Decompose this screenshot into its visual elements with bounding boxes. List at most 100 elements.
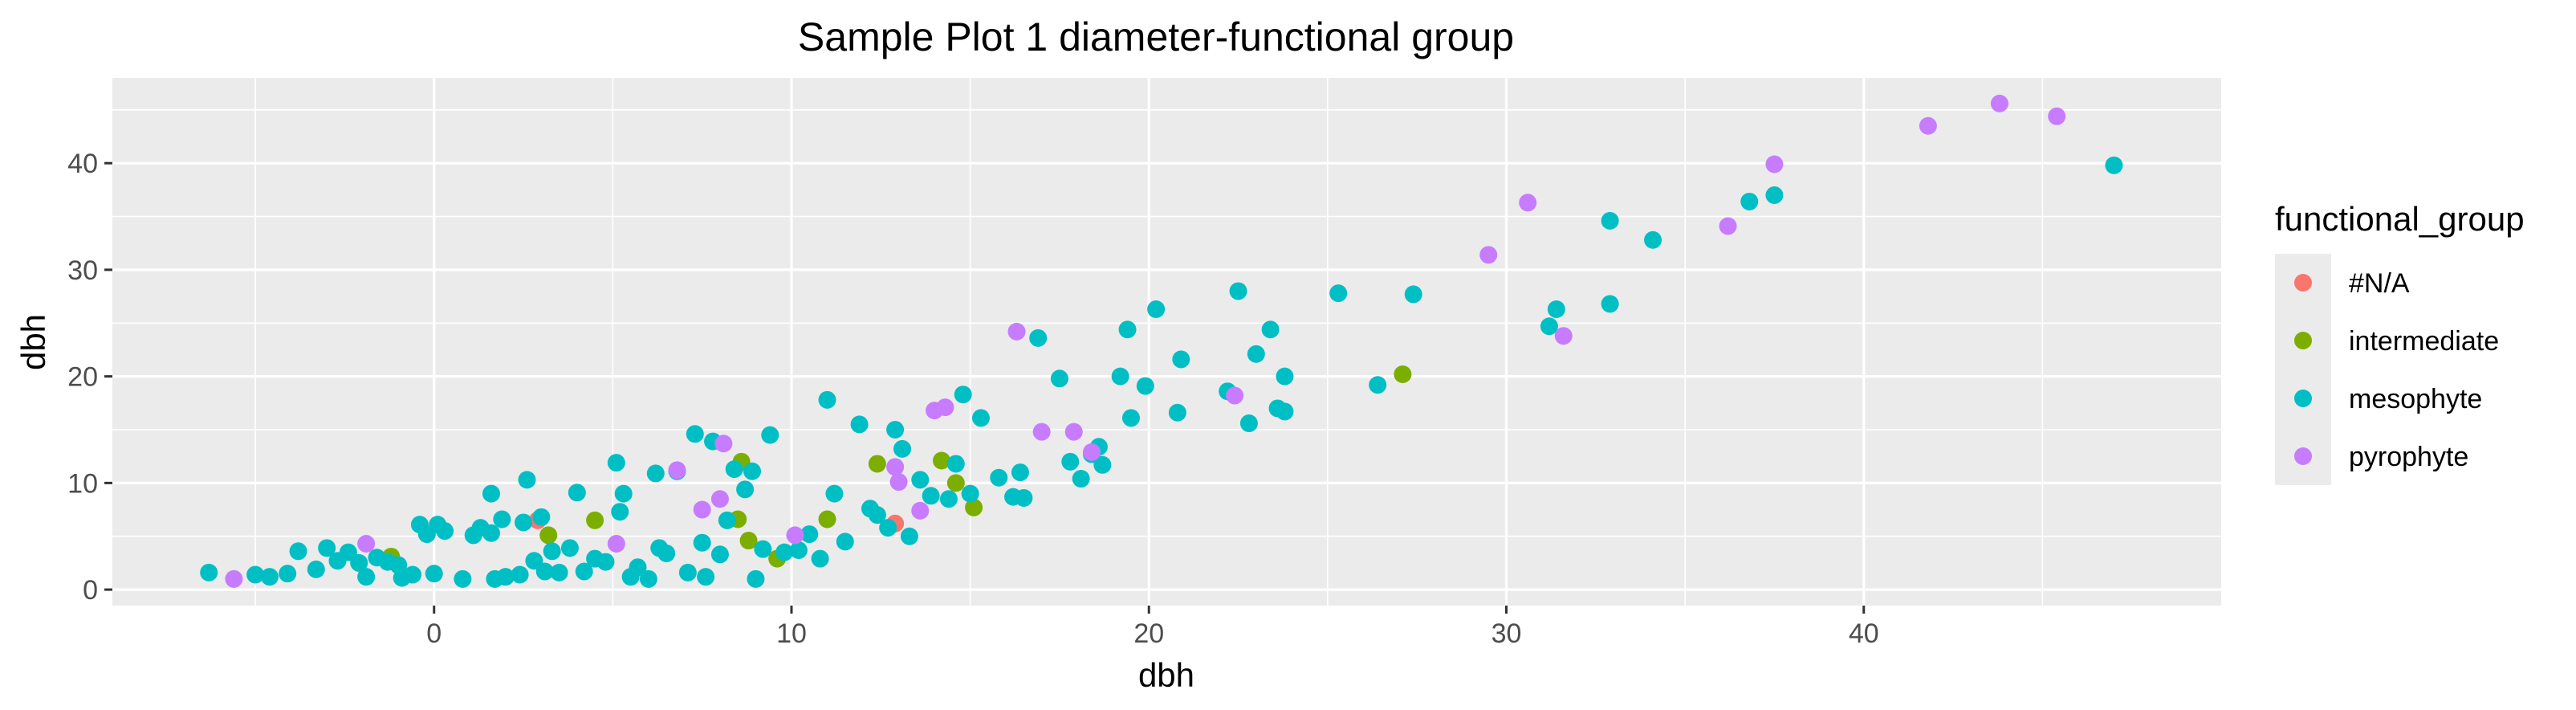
data-point bbox=[1093, 455, 1112, 474]
data-point bbox=[1064, 422, 1083, 441]
data-point bbox=[1061, 452, 1080, 471]
data-point bbox=[518, 471, 536, 489]
data-point bbox=[668, 461, 686, 479]
data-point bbox=[818, 510, 836, 528]
data-point bbox=[850, 415, 869, 434]
data-points bbox=[200, 94, 2123, 588]
data-point bbox=[1050, 369, 1068, 388]
x-axis-tick-labels: 0 10 20 30 40 bbox=[426, 618, 1878, 649]
major-gridlines bbox=[112, 78, 2221, 606]
x-tick-label: 20 bbox=[1133, 618, 1164, 649]
data-point bbox=[1479, 246, 1498, 264]
x-axis-title: dbh bbox=[1138, 656, 1194, 694]
data-point bbox=[1136, 377, 1154, 395]
data-point bbox=[1519, 194, 1537, 212]
data-point bbox=[482, 524, 500, 542]
data-point bbox=[932, 451, 950, 470]
data-point bbox=[225, 569, 243, 588]
data-point bbox=[1247, 345, 1265, 363]
data-point bbox=[879, 519, 897, 537]
data-point bbox=[1276, 402, 1294, 421]
y-tick-label: 40 bbox=[67, 149, 98, 179]
data-point bbox=[318, 539, 336, 557]
data-point bbox=[657, 544, 676, 562]
data-point bbox=[946, 474, 965, 492]
data-point bbox=[1276, 367, 1294, 386]
data-point bbox=[532, 508, 551, 526]
data-point bbox=[1118, 320, 1137, 339]
legend-label: #N/A bbox=[2349, 268, 2410, 299]
data-point bbox=[761, 426, 779, 444]
data-point bbox=[1765, 186, 1784, 204]
data-point bbox=[936, 398, 954, 417]
data-point bbox=[1072, 470, 1090, 488]
data-point bbox=[697, 568, 715, 586]
data-point bbox=[693, 500, 711, 519]
data-point bbox=[1015, 488, 1033, 507]
data-point bbox=[911, 501, 930, 520]
data-point bbox=[800, 525, 819, 544]
data-point bbox=[1147, 300, 1166, 319]
data-point bbox=[607, 454, 625, 472]
data-point bbox=[493, 510, 511, 528]
data-point bbox=[710, 545, 729, 564]
x-tick-label: 10 bbox=[776, 618, 807, 649]
data-point bbox=[2048, 107, 2066, 125]
data-point bbox=[2105, 156, 2123, 174]
x-tick-label: 0 bbox=[426, 618, 442, 649]
x-tick-label: 40 bbox=[1849, 618, 1879, 649]
data-point bbox=[718, 511, 736, 529]
data-point bbox=[1111, 367, 1129, 386]
minor-gridlines bbox=[112, 78, 2221, 606]
data-point bbox=[614, 484, 633, 503]
data-point bbox=[693, 533, 711, 552]
data-point bbox=[1261, 320, 1280, 339]
y-tick-label: 0 bbox=[83, 575, 98, 606]
data-point bbox=[775, 543, 794, 561]
data-point bbox=[1601, 295, 1619, 313]
legend-label: pyrophyte bbox=[2349, 442, 2468, 472]
data-point bbox=[725, 460, 743, 479]
data-point bbox=[639, 569, 657, 588]
data-point bbox=[611, 503, 629, 521]
data-point bbox=[739, 532, 758, 550]
data-point bbox=[1547, 300, 1565, 319]
y-axis-tick-labels: 0 10 20 30 40 bbox=[67, 149, 98, 606]
data-point bbox=[1329, 284, 1348, 303]
data-point bbox=[747, 569, 765, 588]
data-point bbox=[357, 535, 376, 553]
data-point bbox=[710, 490, 729, 508]
legend-key-marker bbox=[2294, 390, 2312, 407]
data-point bbox=[525, 552, 543, 570]
data-point bbox=[1082, 443, 1101, 461]
data-point bbox=[971, 409, 990, 427]
legend-label: intermediate bbox=[2349, 326, 2499, 357]
data-point bbox=[886, 421, 905, 439]
data-point bbox=[889, 473, 908, 492]
data-point bbox=[289, 542, 307, 561]
data-point bbox=[454, 569, 472, 588]
data-point bbox=[246, 565, 265, 584]
y-tick-label: 10 bbox=[67, 468, 98, 499]
legend-key-marker bbox=[2294, 332, 2312, 349]
data-point bbox=[607, 535, 625, 553]
data-point bbox=[911, 471, 930, 489]
data-point bbox=[357, 568, 376, 586]
legend-key-marker bbox=[2294, 274, 2312, 292]
data-point bbox=[539, 526, 558, 545]
legend-label: mesophyte bbox=[2349, 384, 2482, 414]
data-point bbox=[893, 439, 912, 458]
data-point bbox=[922, 487, 940, 505]
data-point bbox=[596, 553, 615, 571]
data-point bbox=[1919, 116, 1937, 135]
data-point bbox=[900, 527, 918, 545]
data-point bbox=[543, 542, 561, 561]
data-point bbox=[1032, 422, 1051, 441]
data-point bbox=[836, 532, 854, 551]
data-point bbox=[1740, 192, 1759, 210]
data-point bbox=[279, 565, 297, 583]
data-point bbox=[260, 568, 279, 586]
data-point bbox=[1226, 386, 1244, 405]
data-point bbox=[1172, 350, 1190, 369]
